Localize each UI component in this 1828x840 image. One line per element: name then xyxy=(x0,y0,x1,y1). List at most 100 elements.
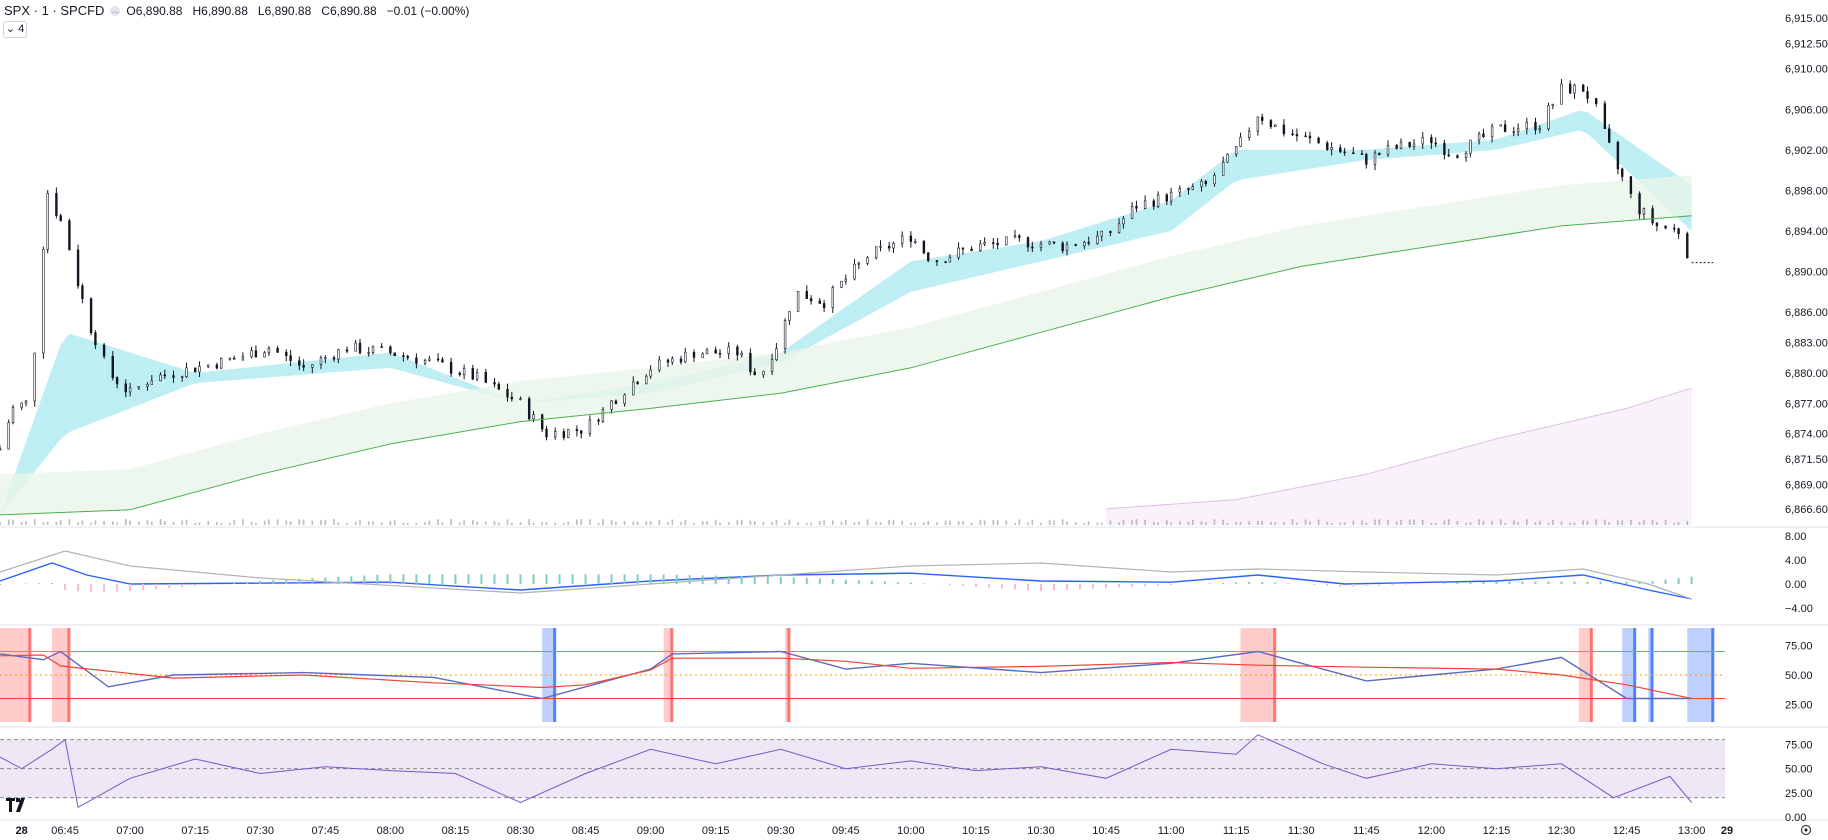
volume-bar xyxy=(1586,520,1589,525)
ma-ribbon-segment xyxy=(1596,118,1605,150)
candle-body xyxy=(185,367,188,377)
collapse-indicators-button[interactable]: ⌄ 4 xyxy=(3,21,27,38)
y-tick-label: 6,898.00 xyxy=(1785,185,1828,197)
candle-body xyxy=(198,366,201,373)
macd-histogram-bar xyxy=(532,574,535,584)
volume-bar xyxy=(1326,521,1329,525)
ma-ribbon-segment xyxy=(841,303,851,330)
highlight-edge xyxy=(1711,628,1715,722)
candle-body xyxy=(671,358,674,363)
volume-bar xyxy=(1061,519,1064,525)
macd-histogram-bar xyxy=(1404,584,1407,585)
macd-histogram-bar xyxy=(1599,581,1602,584)
candle-body xyxy=(128,387,132,393)
highlight-edge xyxy=(787,628,791,722)
ma-ribbon-segment xyxy=(1335,149,1345,165)
volume-bar xyxy=(1491,520,1493,525)
volume-bar xyxy=(324,520,327,525)
candle-body xyxy=(1269,120,1273,127)
y-tick-label: 6,869.00 xyxy=(1785,479,1828,491)
macd-histogram-bar xyxy=(38,583,41,584)
volume-bar xyxy=(775,520,778,525)
candle-body xyxy=(81,285,84,299)
volume-bar xyxy=(164,521,166,525)
macd-histogram-bar xyxy=(1352,584,1355,587)
candle-body xyxy=(809,298,813,302)
candle-body xyxy=(736,346,739,356)
candle-body xyxy=(909,235,913,242)
settings-icon[interactable] xyxy=(1800,824,1812,836)
candle-body xyxy=(614,400,618,404)
volume-bar xyxy=(1213,519,1216,525)
volume-bar xyxy=(736,520,739,525)
volume-bar xyxy=(1395,521,1398,525)
candle-body xyxy=(76,249,80,287)
ma-ribbon-segment xyxy=(1622,136,1631,175)
ma-ribbon-segment xyxy=(26,417,35,483)
candle-body xyxy=(1430,137,1433,144)
candle-body xyxy=(380,346,383,348)
volume-bar xyxy=(285,520,288,525)
volume-bar xyxy=(333,519,335,525)
tradingview-logo-icon[interactable] xyxy=(6,798,30,812)
ma-ribbon-segment xyxy=(1188,180,1198,218)
volume-bar xyxy=(1552,519,1554,525)
volume-bar xyxy=(1152,521,1155,525)
y-tick-label: 8.00 xyxy=(1785,531,1806,543)
candle-body xyxy=(567,429,570,438)
symbol-title[interactable]: SPX · 1 · SPCFD xyxy=(4,3,105,18)
volume-bar xyxy=(680,522,682,525)
candle-body xyxy=(900,235,904,244)
macd-histogram-bar xyxy=(1651,581,1654,584)
volume-bar xyxy=(832,520,834,525)
candle-body xyxy=(1005,236,1008,246)
candle-body xyxy=(1087,242,1090,244)
price-axis: 6,915.00 6,912.50 6,910.00 6,906.00 6,902.00… xyxy=(1785,13,1828,824)
candle-body xyxy=(831,287,835,308)
candle-body xyxy=(853,263,856,280)
ma-ribbon-segment xyxy=(1041,238,1050,262)
candle-body xyxy=(1651,208,1654,224)
candle-body xyxy=(1638,193,1641,215)
candle-body xyxy=(753,371,756,376)
ma-ribbon-segment xyxy=(1110,216,1120,246)
y-tick-label: 6,910.00 xyxy=(1785,64,1828,76)
candle-body xyxy=(796,291,800,312)
macd-histogram-bar xyxy=(1625,581,1628,584)
macd-histogram-bar xyxy=(792,577,795,584)
candle-body xyxy=(1096,235,1099,244)
candle-body xyxy=(649,369,652,377)
candle-body xyxy=(254,350,258,358)
candle-body xyxy=(1469,139,1472,154)
volume-bar xyxy=(771,522,773,525)
ma-ribbon-segment xyxy=(355,355,365,371)
volume-bar xyxy=(1066,521,1068,525)
volume-bar xyxy=(983,520,986,525)
volume-bar xyxy=(632,521,635,525)
volume-bar xyxy=(298,519,301,525)
macd-histogram-bar xyxy=(740,576,743,584)
volume-bar xyxy=(216,521,218,525)
macd-histogram-bar xyxy=(389,574,392,584)
ma-ribbon-segment xyxy=(1049,235,1059,260)
volume-bar xyxy=(1517,521,1519,525)
candle-body xyxy=(562,431,566,438)
volume-bar xyxy=(220,522,223,525)
candle-body xyxy=(1673,227,1676,230)
macd-histogram-bar xyxy=(259,580,262,584)
volume-bar xyxy=(532,522,535,525)
ma-ribbon-segment xyxy=(1153,203,1163,235)
ma-ribbon-segment xyxy=(251,366,261,379)
candle-body xyxy=(1568,83,1572,94)
candle-body xyxy=(1261,116,1264,121)
candle-body xyxy=(402,355,405,357)
volume-bar xyxy=(1443,520,1446,525)
macd-histogram-bar xyxy=(480,574,483,584)
ma-ribbon-segment xyxy=(876,279,885,311)
candle-body xyxy=(914,241,917,243)
candle-body xyxy=(1512,131,1515,133)
volume-bar xyxy=(1512,520,1515,525)
y-tick-label: 6,877.00 xyxy=(1785,398,1828,410)
macd-histogram-bar xyxy=(805,577,808,584)
candle-body xyxy=(1412,143,1416,147)
